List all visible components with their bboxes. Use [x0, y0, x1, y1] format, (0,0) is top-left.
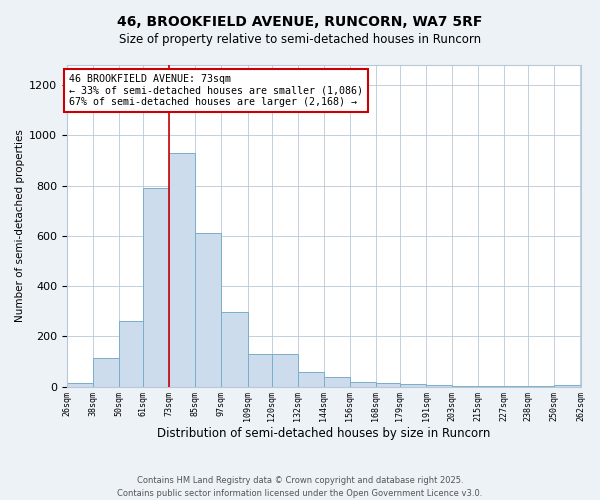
Bar — [67, 383, 93, 386]
Bar — [400, 384, 426, 386]
Text: Size of property relative to semi-detached houses in Runcorn: Size of property relative to semi-detach… — [119, 32, 481, 46]
Bar — [119, 322, 143, 386]
Text: Contains HM Land Registry data © Crown copyright and database right 2025.
Contai: Contains HM Land Registry data © Crown c… — [118, 476, 482, 498]
Bar — [143, 188, 169, 386]
Bar — [376, 383, 400, 386]
Bar — [248, 354, 272, 386]
Bar — [350, 382, 376, 386]
Bar — [196, 234, 221, 386]
Y-axis label: Number of semi-detached properties: Number of semi-detached properties — [15, 130, 25, 322]
Text: 46 BROOKFIELD AVENUE: 73sqm
← 33% of semi-detached houses are smaller (1,086)
67: 46 BROOKFIELD AVENUE: 73sqm ← 33% of sem… — [69, 74, 363, 107]
Bar — [93, 358, 119, 386]
Bar — [324, 376, 350, 386]
Bar — [221, 312, 248, 386]
Bar — [169, 153, 196, 386]
Bar — [272, 354, 298, 386]
Bar — [298, 372, 324, 386]
X-axis label: Distribution of semi-detached houses by size in Runcorn: Distribution of semi-detached houses by … — [157, 427, 490, 440]
Text: 46, BROOKFIELD AVENUE, RUNCORN, WA7 5RF: 46, BROOKFIELD AVENUE, RUNCORN, WA7 5RF — [118, 15, 482, 29]
